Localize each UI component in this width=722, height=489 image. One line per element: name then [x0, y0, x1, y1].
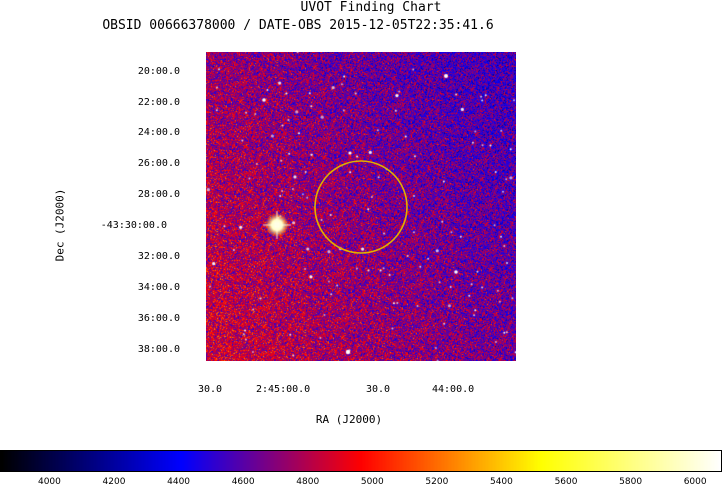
x-tick-label: 30.0	[366, 384, 391, 395]
y-tick-label: 34:00.0	[137, 282, 180, 293]
chart-subtitle: OBSID 00666378000 / DATE-OBS 2015-12-05T…	[102, 18, 494, 33]
y-axis-label: Dec (J2000)	[53, 188, 67, 262]
chart-title: UVOT Finding Chart	[300, 0, 442, 15]
colorbar-tick-label: 5000	[360, 477, 384, 487]
colorbar-tick-label: 5400	[489, 477, 513, 487]
y-tick-label: 38:00.0	[137, 344, 180, 355]
colorbar-tick-label: 5800	[619, 477, 643, 487]
x-axis-label: RA (J2000)	[315, 413, 383, 426]
colorbar-tick-label: 6000	[683, 477, 707, 487]
y-tick-label: 28:00.0	[137, 189, 180, 200]
y-tick-label: 26:00.0	[137, 158, 180, 169]
colorbar-labels: 4000 4200 4400 4600 4800 5000 5200 5400 5600 5800…	[0, 477, 722, 489]
y-tick-label: 20:00.0	[137, 66, 180, 77]
colorbar-tick-label: 4200	[102, 477, 126, 487]
x-tick-label: 2:45:00.0	[256, 384, 311, 395]
sky-image-canvas	[206, 52, 516, 361]
y-tick-label: 36:00.0	[137, 313, 180, 324]
y-tick-label: 22:00.0	[137, 97, 180, 108]
colorbar-gradient	[1, 451, 721, 471]
region-circle	[314, 160, 408, 254]
sky-image	[206, 52, 516, 361]
y-tick-label: 32:00.0	[137, 251, 180, 262]
region-overlay	[314, 160, 408, 254]
colorbar-tick-label: 4000	[37, 477, 61, 487]
colorbar-tick-label: 4800	[296, 477, 320, 487]
colorbar	[0, 450, 722, 472]
colorbar-tick-label: 5600	[554, 477, 578, 487]
x-tick-label: 44:00.0	[432, 384, 475, 395]
y-tick-label: 24:00.0	[137, 127, 180, 138]
colorbar-tick-label: 4400	[167, 477, 191, 487]
x-tick-label: 30.0	[198, 384, 223, 395]
y-tick-label: -43:30:00.0	[100, 220, 167, 231]
colorbar-tick-label: 5200	[425, 477, 449, 487]
colorbar-tick-label: 4600	[231, 477, 255, 487]
